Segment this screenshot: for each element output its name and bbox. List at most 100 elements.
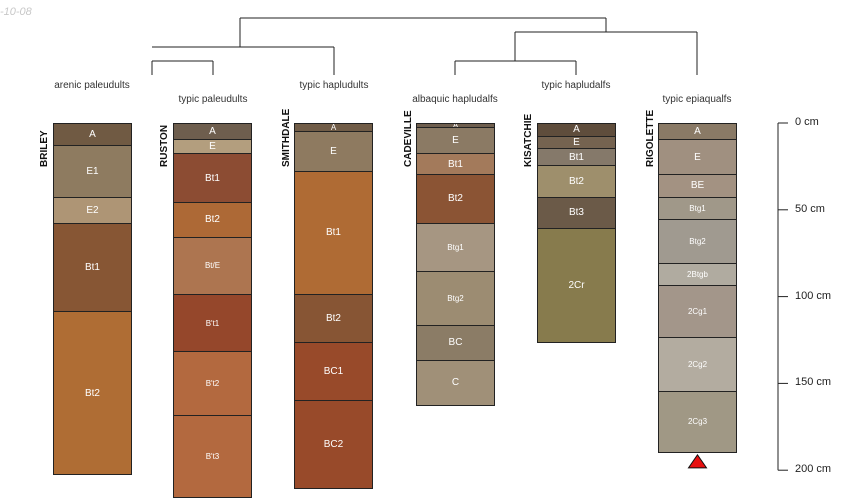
horizon: 2Cg3 — [658, 392, 737, 453]
horizon-label: 2Cg3 — [687, 417, 708, 427]
horizon: BC2 — [294, 400, 373, 490]
horizon: E2 — [53, 197, 132, 224]
horizon: E — [537, 136, 616, 150]
horizon: Bt1 — [53, 223, 132, 313]
horizon: BE — [658, 175, 737, 198]
horizon-label: A — [209, 126, 216, 138]
horizon-label: A — [452, 123, 459, 129]
horizon: C — [416, 360, 495, 406]
horizon: A — [658, 123, 737, 141]
horizon-label: E — [330, 145, 337, 157]
profile-name: RUSTON — [159, 124, 170, 167]
horizon-label: Bt3 — [568, 207, 584, 219]
depth-tick-label: 200 cm — [795, 463, 832, 476]
taxon-label: typic epiaqualfs — [662, 94, 732, 105]
taxon-label: typic paleudults — [178, 94, 248, 105]
depth-tick-label: 100 cm — [795, 289, 832, 302]
horizon: E — [416, 128, 495, 155]
horizon: A — [53, 123, 132, 146]
profile-name: BRILEY — [39, 130, 50, 167]
horizon-label: Bt2 — [204, 214, 220, 226]
horizon: BC — [416, 326, 495, 361]
taxon-label: arenic paleudults — [54, 80, 130, 91]
horizon: Bt2 — [416, 175, 495, 224]
horizon: A — [537, 123, 616, 137]
depth-tick-label: 150 cm — [795, 376, 832, 389]
horizon-label: Bt2 — [568, 176, 584, 187]
horizon-label: 2Cr — [568, 280, 585, 292]
horizon: B't3 — [173, 416, 252, 498]
horizon-label: Bt1 — [84, 261, 100, 273]
taxon-label: albaquic hapludalfs — [412, 94, 498, 105]
horizon: Bt/E — [173, 237, 252, 295]
horizon-label: BC2 — [323, 439, 344, 451]
horizon-label: A — [330, 123, 337, 132]
horizon: A — [173, 123, 252, 141]
date-label: -10-08 — [0, 6, 32, 18]
taxon-label: typic hapludults — [299, 80, 369, 91]
horizon: 2Cr — [537, 228, 616, 344]
horizon-label: A — [694, 126, 701, 138]
horizon: Btg1 — [658, 197, 737, 221]
horizon-label: 2Btgb — [687, 269, 708, 279]
horizon: E1 — [53, 145, 132, 198]
horizon-label: E1 — [86, 165, 99, 177]
horizon-label: BC — [448, 337, 463, 349]
horizon-label: Bt2 — [84, 387, 100, 399]
depth-tick-label: 0 cm — [795, 116, 819, 128]
horizon: E — [173, 140, 252, 155]
horizon: Bt1 — [173, 154, 252, 203]
horizon: Bt2 — [537, 166, 616, 198]
horizon-label: B't1 — [205, 318, 220, 328]
horizon-label: Bt2 — [447, 193, 463, 205]
horizon-label: Btg2 — [447, 294, 464, 304]
horizon: Btg2 — [416, 272, 495, 327]
horizon-label: BC1 — [323, 366, 344, 378]
horizon-label: Bt1 — [447, 158, 463, 170]
horizon: Bt2 — [53, 312, 132, 476]
horizon-label: E2 — [86, 204, 99, 216]
horizon-label: A — [89, 128, 96, 140]
horizon: A — [416, 123, 495, 129]
horizon: BC1 — [294, 343, 373, 401]
horizon-label: Bt1 — [204, 172, 220, 184]
horizon-label: A — [573, 124, 580, 136]
profile-name: SMITHDALE — [281, 108, 292, 167]
depth-tick-label: 50 cm — [795, 202, 825, 215]
taxon-label: typic hapludalfs — [541, 80, 611, 91]
horizon-label: Bt/E — [204, 261, 221, 271]
horizon: A — [294, 123, 373, 132]
horizon: Bt3 — [537, 197, 616, 229]
red-triangle-marker — [687, 453, 708, 469]
horizon-label: Btg1 — [447, 242, 464, 252]
horizon-label: 2Cg2 — [687, 360, 708, 370]
horizon-label: E — [209, 141, 216, 153]
horizon-label: E — [452, 135, 459, 147]
horizon-label: BE — [690, 180, 705, 192]
horizon: Bt1 — [416, 154, 495, 176]
horizon: B't2 — [173, 352, 252, 417]
horizon-label: Bt2 — [325, 313, 341, 325]
horizon: Btg1 — [416, 223, 495, 273]
horizon-label: E — [573, 136, 580, 148]
horizon-label: Bt1 — [325, 227, 341, 239]
horizon: Bt1 — [537, 149, 616, 167]
horizon: B't1 — [173, 294, 252, 353]
horizon: Bt2 — [294, 294, 373, 344]
horizon-label: Bt1 — [568, 151, 584, 163]
horizon-label: Btg1 — [689, 203, 706, 213]
horizon: 2Cg2 — [658, 338, 737, 393]
horizon-label: Btg2 — [689, 236, 706, 246]
profile-name: RIGOLETTE — [645, 109, 656, 167]
horizon: E — [658, 140, 737, 176]
horizon-label: B't3 — [205, 452, 220, 462]
horizon-label: C — [451, 377, 460, 389]
profile-name: CADEVILLE — [403, 110, 414, 167]
horizon: E — [294, 131, 373, 172]
horizon-label: E — [694, 151, 701, 163]
horizon: 2Btgb — [658, 263, 737, 287]
horizon-label: B't2 — [205, 379, 220, 389]
profile-name: KISATCHIE — [523, 113, 534, 167]
horizon: Btg2 — [658, 220, 737, 264]
